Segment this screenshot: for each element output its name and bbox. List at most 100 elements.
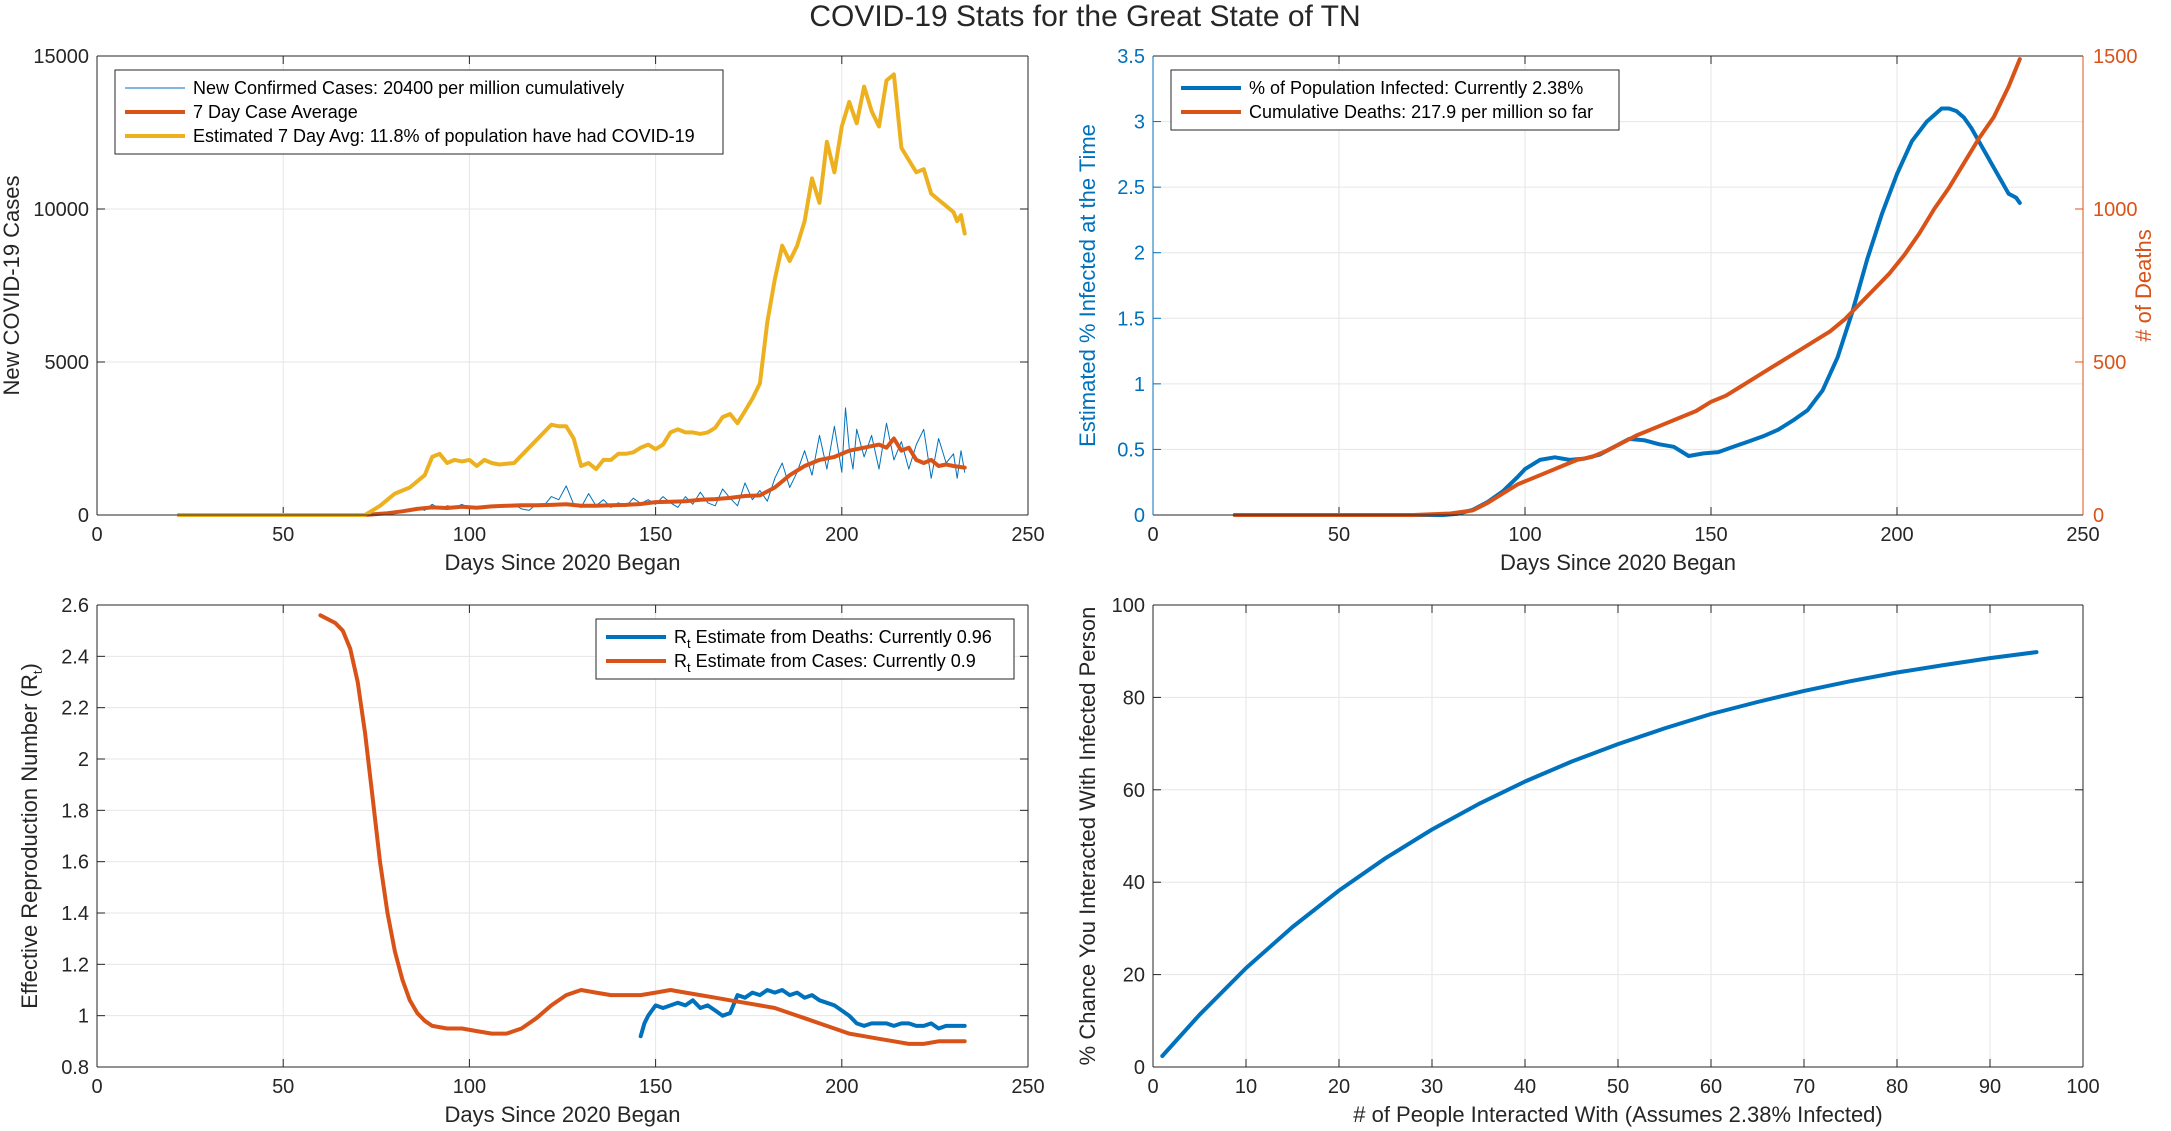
x-tick-label: 100	[453, 1076, 486, 1098]
legend-box	[595, 618, 1015, 680]
x-tick-label: 10	[1235, 1076, 1257, 1098]
series-line-cases-1	[176, 436, 967, 517]
y-tick-label: 2.6	[61, 595, 89, 617]
x-tick-label: 50	[272, 524, 294, 546]
y-axis-label-main: Effective Reproduction Number (R	[17, 674, 42, 1009]
x-axis-label: Days Since 2020 Began	[444, 550, 680, 575]
plot-area	[97, 605, 1028, 1067]
y-axis-label-sub: t	[30, 670, 45, 674]
y-tick-label: 5000	[45, 352, 90, 374]
x-axis-label: Days Since 2020 Began	[1500, 550, 1736, 575]
y2-tick-label: 1500	[2093, 46, 2138, 68]
y2-tick-label: 1000	[2093, 199, 2138, 221]
y-tick-label: 2.2	[61, 698, 89, 720]
y-tick-label: 40	[1123, 872, 1145, 894]
series-line-rt-0	[638, 988, 967, 1039]
legend-label-rest: Estimate from Cases: Currently 0.9	[691, 651, 976, 671]
series-line-infected-0	[1232, 106, 2022, 517]
x-tick-label: 0	[1147, 1076, 1158, 1098]
x-tick-label: 80	[1886, 1076, 1908, 1098]
series-line-rt-1	[318, 613, 967, 1046]
y-tick-label: 1.4	[61, 903, 89, 925]
y-tick-label: 0.5	[1117, 439, 1145, 461]
y-tick-label: 20	[1123, 965, 1145, 987]
x-tick-label: 20	[1328, 1076, 1350, 1098]
legend-label-0: New Confirmed Cases: 20400 per million c…	[193, 78, 624, 98]
x-tick-label: 250	[1011, 1076, 1044, 1098]
y-tick-label: 1.6	[61, 852, 89, 874]
y-tick-label: 1.2	[61, 954, 89, 976]
x-tick-label: 60	[1700, 1076, 1722, 1098]
legend-label-sub: t	[687, 660, 691, 675]
x-tick-label: 250	[1011, 524, 1044, 546]
y-tick-label: 3	[1134, 112, 1145, 134]
y-tick-label: 60	[1123, 780, 1145, 802]
y-axis-label: Effective Reproduction Number (Rt)	[17, 663, 45, 1009]
plot-area	[1153, 56, 2083, 515]
y-axis-label: % Chance You Interacted With Infected Pe…	[1075, 607, 1100, 1066]
x-tick-label: 250	[2066, 524, 2099, 546]
y-tick-label: 0	[1134, 505, 1145, 527]
x-tick-label: 0	[91, 524, 102, 546]
x-tick-label: 100	[2066, 1076, 2099, 1098]
chart-percent-infected-and-deaths: 0 50 100 150 200 25000.511.522.533.5050010001…	[1075, 46, 2156, 575]
x-tick-label: 100	[453, 524, 486, 546]
x-tick-label: 200	[825, 1076, 858, 1098]
y-tick-label: 1.5	[1117, 308, 1145, 330]
x-tick-label: 0	[1147, 524, 1158, 546]
series-line-infected-1	[1232, 57, 2022, 517]
legend-label-1: Cumulative Deaths: 217.9 per million so …	[1249, 102, 1593, 122]
y-axis-label: New COVID-19 Cases	[0, 175, 24, 395]
y-tick-label: 0	[1134, 1057, 1145, 1079]
x-tick-label: 0	[91, 1076, 102, 1098]
y-tick-label: 2.4	[61, 646, 89, 668]
y-tick-label: 100	[1112, 595, 1145, 617]
x-tick-label: 40	[1514, 1076, 1536, 1098]
y-tick-label: 0.8	[61, 1057, 89, 1079]
y-tick-label: 1	[1134, 374, 1145, 396]
legend-label-1: 7 Day Case Average	[193, 102, 358, 122]
x-tick-label: 50	[272, 1076, 294, 1098]
y-tick-label: 1	[78, 1006, 89, 1028]
x-tick-label: 30	[1421, 1076, 1443, 1098]
y-tick-label: 10000	[33, 199, 89, 221]
legend-label-main: R	[674, 651, 687, 671]
legend-label-0: Rt Estimate from Deaths: Currently 0.96	[674, 627, 992, 651]
legend-label-1: Rt Estimate from Cases: Currently 0.9	[674, 651, 976, 675]
figure-title: COVID-19 Stats for the Great State of TN	[809, 0, 1360, 33]
y-tick-label: 2	[78, 749, 89, 771]
y-tick-label: 2.5	[1117, 177, 1145, 199]
x-tick-label: 90	[1979, 1076, 2001, 1098]
y-tick-label: 0	[78, 505, 89, 527]
legend-label-rest: Estimate from Deaths: Currently 0.96	[691, 627, 992, 647]
x-tick-label: 150	[1694, 524, 1727, 546]
x-tick-label: 100	[1508, 524, 1541, 546]
y2-tick-label: 500	[2093, 352, 2126, 374]
y-axis-label-end: )	[17, 663, 42, 670]
y-tick-label: 15000	[33, 46, 89, 68]
y2-tick-label: 0	[2093, 505, 2104, 527]
legend-label-main: R	[674, 627, 687, 647]
y-tick-label: 80	[1123, 687, 1145, 709]
legend-label-2: Estimated 7 Day Avg: 11.8% of population…	[193, 126, 695, 146]
legend-box	[1170, 69, 1620, 131]
series-line-chance-0	[1160, 650, 2039, 1058]
series-line-cases-2	[176, 72, 967, 517]
x-tick-label: 200	[1880, 524, 1913, 546]
chart-new-cases: 0 50 100 150 200 250 0 5000 10000 15000 Days Since…	[0, 46, 1045, 575]
x-tick-label: 150	[639, 524, 672, 546]
x-tick-label: 50	[1328, 524, 1350, 546]
legend-box	[114, 69, 724, 155]
x-tick-label: 70	[1793, 1076, 1815, 1098]
y2-axis-label: # of Deaths	[2131, 229, 2156, 342]
x-tick-label: 50	[1607, 1076, 1629, 1098]
x-tick-label: 150	[639, 1076, 672, 1098]
y-tick-label: 1.8	[61, 800, 89, 822]
x-tick-label: 200	[825, 524, 858, 546]
y-axis-label: Estimated % Infected at the Time	[1075, 124, 1100, 447]
x-axis-label: Days Since 2020 Began	[444, 1102, 680, 1127]
chart-reproduction-number: 0 50 100 150 200 250 0.8 1 1.2 1.4 1.6 1.8 2 2.2 2.4 2.…	[17, 595, 1045, 1127]
chart-chance-of-interaction: 0 10 20 30 40 50 60 70 80 90 100 0 20 40 60 80 100 # of P…	[1075, 595, 2100, 1127]
y-tick-label: 3.5	[1117, 46, 1145, 68]
